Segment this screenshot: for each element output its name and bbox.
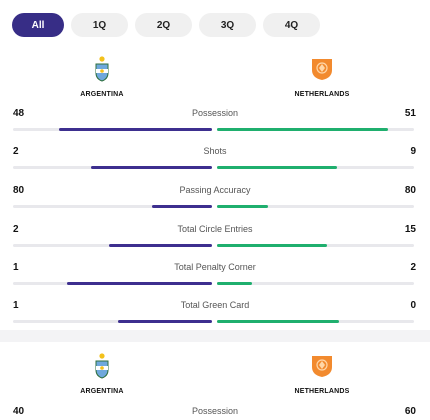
team-away: NETHERLANDS [267,352,377,395]
section-divider [0,330,430,342]
stat-label: Total Green Card [180,300,250,310]
away-bar-fill [217,244,328,247]
home-bar-track [13,244,212,247]
away-bar-track [217,128,414,131]
away-bar-fill [217,128,389,131]
away-bar-track [217,282,414,285]
stat-label: Possession [191,406,239,416]
period-tabs: All 1Q 2Q 3Q 4Q [12,13,320,37]
tab-2q[interactable]: 2Q [135,13,192,37]
home-bar-track [13,128,212,131]
away-value: 51 [404,108,416,119]
team-home: ARGENTINA [47,352,157,395]
netherlands-crest-icon [310,55,334,83]
home-bar-track [13,282,212,285]
team-home-name: ARGENTINA [80,91,124,98]
stat-row-penalty-corner: 1 Total Penalty Corner 2 [0,262,430,290]
team-home: ARGENTINA [47,55,157,98]
away-bar-fill [217,282,253,285]
teams-header: ARGENTINA NETHERLANDS [0,55,430,107]
stat-label: Possession [191,108,239,118]
stat-row-circle-entries: 2 Total Circle Entries 15 [0,224,430,252]
home-bar-track [13,166,212,169]
away-value: 60 [404,406,416,417]
home-bar-fill [58,128,212,131]
stat-label: Total Circle Entries [177,224,253,234]
home-value: 1 [13,262,19,273]
home-value: 2 [13,146,19,157]
stat-row-shots: 2 Shots 9 [0,146,430,174]
home-value: 2 [13,224,19,235]
stat-label: Passing Accuracy [179,185,251,195]
away-bar-track [217,166,414,169]
stat-row-possession: 48 Possession 51 [0,108,430,136]
home-bar-fill [118,320,212,323]
home-bar-fill [90,166,212,169]
stat-label: Shots [203,146,227,156]
tab-all[interactable]: All [12,13,64,37]
home-value: 40 [13,406,25,417]
away-bar-track [217,244,414,247]
team-home-name: ARGENTINA [80,388,124,395]
home-value: 1 [13,300,19,311]
away-bar-fill [217,205,269,208]
stat-row-green-card: 1 Total Green Card 0 [0,300,430,328]
home-bar-fill [66,282,212,285]
away-bar-track [217,320,414,323]
stat-label: Total Penalty Corner [174,262,256,272]
argentina-crest-icon [90,55,114,83]
stat-row-passing-accuracy: 80 Passing Accuracy 80 [0,185,430,213]
away-value: 9 [410,146,416,157]
home-value: 48 [13,108,25,119]
team-away-name: NETHERLANDS [294,388,350,395]
away-bar-fill [217,166,338,169]
away-value: 15 [404,224,416,235]
home-bar-track [13,205,212,208]
home-bar-fill [108,244,212,247]
away-bar-fill [217,320,340,323]
team-away-name: NETHERLANDS [294,91,350,98]
stat-row-possession-2: 40 Possession 60 [0,406,430,420]
tab-4q[interactable]: 4Q [263,13,320,37]
netherlands-crest-icon [310,352,334,380]
away-value: 0 [410,300,416,311]
away-value: 80 [404,185,416,196]
teams-header-2: ARGENTINA NETHERLANDS [0,352,430,404]
home-bar-track [13,320,212,323]
tab-1q[interactable]: 1Q [71,13,128,37]
team-away: NETHERLANDS [267,55,377,98]
away-bar-track [217,205,414,208]
tab-3q[interactable]: 3Q [199,13,256,37]
argentina-crest-icon [90,352,114,380]
away-value: 2 [410,262,416,273]
home-value: 80 [13,185,25,196]
home-bar-fill [152,205,212,208]
